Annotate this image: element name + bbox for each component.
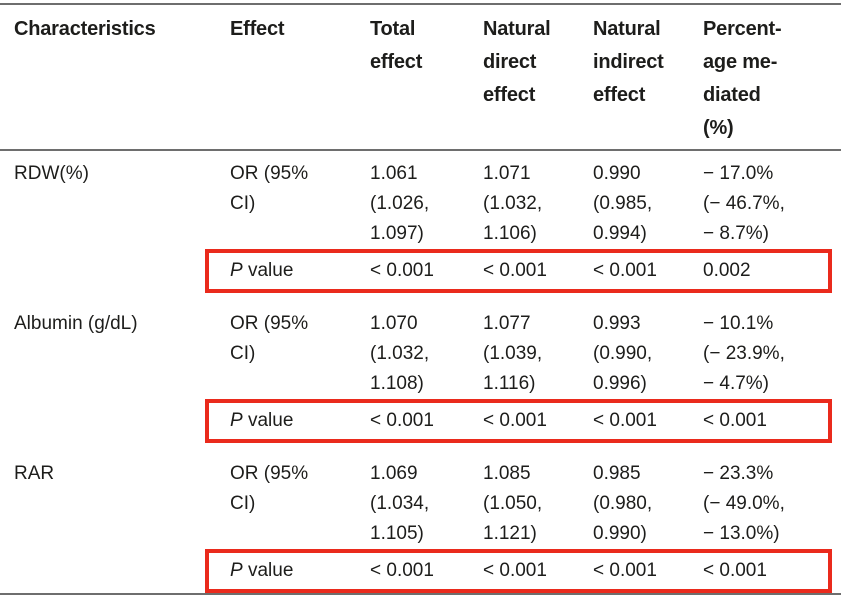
p-value-indirect: < 0.001 (593, 260, 657, 281)
mediation-analysis-table: Characteristics Effect Total effect Natu… (0, 3, 841, 595)
p-value-total: < 0.001 (370, 410, 434, 431)
table-row: Albumin (g/dL) OR (95% CI) 1.070 (1.032,… (0, 301, 841, 399)
table-header-row: Characteristics Effect Total effect Natu… (0, 3, 841, 151)
percentage-mediated-cell: − 23.3% (− 49.0%, − 13.0%) (703, 463, 785, 544)
p-value-percentage: 0.002 (703, 260, 751, 281)
percentage-mediated-cell: − 17.0% (− 46.7%, − 8.7%) (703, 163, 785, 244)
p-value-highlight-box: P value < 0.001 < 0.001 < 0.001 0.002 (205, 249, 832, 293)
p-value-direct: < 0.001 (483, 560, 547, 581)
effect-label-cell: OR (95% CI) (230, 163, 309, 214)
characteristic-cell: RDW(%) (14, 163, 89, 184)
p-value-label: P value (230, 560, 294, 581)
header-percentage-mediated: Percent- age me- diated (%) (703, 18, 782, 139)
total-effect-cell: 1.061 (1.026, 1.097) (370, 163, 430, 244)
natural-direct-effect-cell: 1.077 (1.039, 1.116) (483, 313, 543, 394)
p-value-direct: < 0.001 (483, 260, 547, 281)
header-total-effect: Total effect (370, 18, 423, 73)
effect-label-cell: OR (95% CI) (230, 463, 309, 514)
natural-indirect-effect-cell: 0.990 (0.985, 0.994) (593, 163, 653, 244)
table-row: RDW(%) OR (95% CI) 1.061 (1.026, 1.097) … (0, 151, 841, 249)
natural-indirect-effect-cell: 0.985 (0.980, 0.990) (593, 463, 653, 544)
p-value-indirect: < 0.001 (593, 410, 657, 431)
table-group-rar: RAR OR (95% CI) 1.069 (1.034, 1.105) 1.0… (0, 451, 841, 593)
total-effect-cell: 1.069 (1.034, 1.105) (370, 463, 430, 544)
p-value-highlight-box: P value < 0.001 < 0.001 < 0.001 < 0.001 (205, 549, 832, 593)
header-natural-indirect-effect: Natural indirect effect (593, 18, 664, 106)
total-effect-cell: 1.070 (1.032, 1.108) (370, 313, 430, 394)
header-effect: Effect (230, 18, 285, 40)
table-group-albumin: Albumin (g/dL) OR (95% CI) 1.070 (1.032,… (0, 301, 841, 443)
p-value-label: P value (230, 410, 294, 431)
header-natural-direct-effect: Natural direct effect (483, 18, 551, 106)
characteristic-cell: RAR (14, 463, 55, 484)
p-value-highlight-box: P value < 0.001 < 0.001 < 0.001 < 0.001 (205, 399, 832, 443)
natural-direct-effect-cell: 1.071 (1.032, 1.106) (483, 163, 543, 244)
p-value-label: P value (230, 260, 294, 281)
p-value-total: < 0.001 (370, 560, 434, 581)
effect-label-cell: OR (95% CI) (230, 313, 309, 364)
natural-indirect-effect-cell: 0.993 (0.990, 0.996) (593, 313, 653, 394)
p-value-direct: < 0.001 (483, 410, 547, 431)
table-group-rdw: RDW(%) OR (95% CI) 1.061 (1.026, 1.097) … (0, 151, 841, 293)
p-value-percentage: < 0.001 (703, 410, 767, 431)
percentage-mediated-cell: − 10.1% (− 23.9%, − 4.7%) (703, 313, 785, 394)
p-value-percentage: < 0.001 (703, 560, 767, 581)
p-value-total: < 0.001 (370, 260, 434, 281)
table-row: RAR OR (95% CI) 1.069 (1.034, 1.105) 1.0… (0, 451, 841, 549)
p-value-indirect: < 0.001 (593, 560, 657, 581)
header-characteristics: Characteristics (14, 18, 156, 40)
natural-direct-effect-cell: 1.085 (1.050, 1.121) (483, 463, 543, 544)
characteristic-cell: Albumin (g/dL) (14, 313, 138, 334)
